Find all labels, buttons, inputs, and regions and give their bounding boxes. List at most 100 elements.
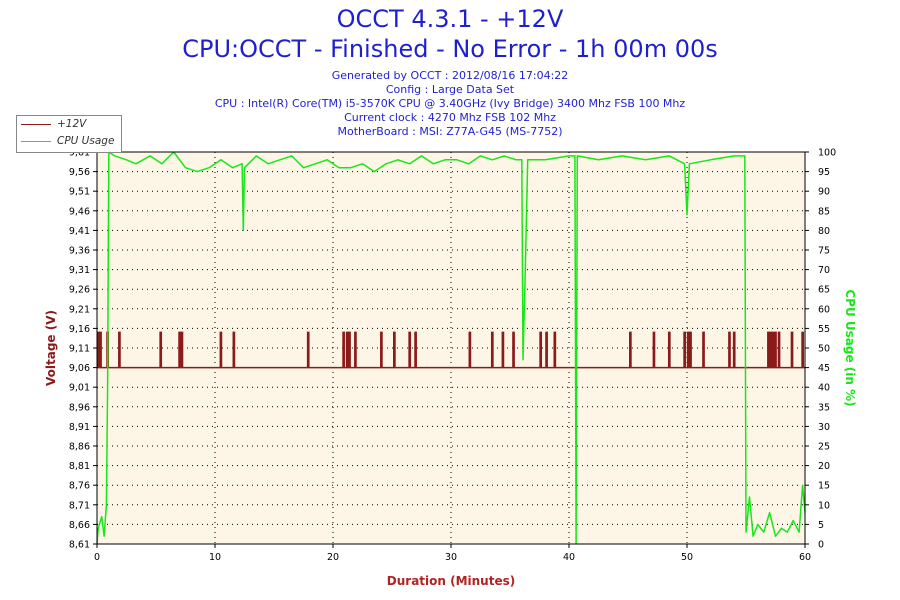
legend-label-voltage: +12V — [57, 118, 87, 130]
voltage-spike — [408, 331, 412, 368]
voltage-spike — [180, 331, 184, 368]
y-tick-label-right: 50 — [818, 344, 830, 355]
y-tick-label-left: 8,76 — [69, 481, 90, 492]
x-tick-label: 30 — [445, 552, 457, 563]
y-tick-label-left: 9,11 — [69, 344, 90, 355]
y-tick-label-right: 55 — [818, 324, 830, 335]
y-tick-label-left: 8,91 — [69, 422, 90, 433]
voltage-spike — [468, 331, 472, 368]
voltage-spike — [771, 331, 775, 368]
y-tick-label-right: 75 — [818, 246, 830, 257]
y-tick-label-right: 65 — [818, 285, 830, 296]
voltage-spike — [99, 331, 102, 368]
legend-label-cpu: CPU Usage — [57, 135, 115, 147]
voltage-spike — [702, 331, 705, 368]
voltage-spike — [767, 331, 770, 368]
voltage-spike — [667, 331, 671, 368]
page-subtitle: CPU:OCCT - Finished - No Error - 1h 00m … — [182, 35, 718, 63]
voltage-spike — [539, 331, 543, 368]
y-tick-label-right: 5 — [818, 520, 824, 531]
voltage-spike — [689, 331, 692, 368]
chart-legend: +12V CPU Usage — [16, 115, 122, 153]
y-tick-label-right: 45 — [818, 363, 830, 374]
y-tick-label-right: 15 — [818, 481, 830, 492]
x-tick-label: 0 — [94, 552, 100, 563]
y-tick-label-left: 9,51 — [69, 187, 90, 198]
y-axis-title-left: Voltage (V) — [44, 310, 58, 386]
x-tick-label: 50 — [681, 552, 693, 563]
info-config: Config : Large Data Set — [385, 83, 515, 96]
y-tick-label-left: 9,31 — [69, 265, 90, 276]
voltage-spike — [306, 331, 310, 368]
x-axis-title: Duration (Minutes) — [387, 574, 515, 588]
y-tick-label-left: 9,61 — [69, 148, 90, 159]
y-tick-label-left: 8,81 — [69, 461, 90, 472]
voltage-spike — [380, 331, 383, 368]
legend-swatch-cpu — [21, 141, 51, 142]
y-tick-label-right: 70 — [818, 265, 830, 276]
y-tick-label-right: 10 — [818, 500, 830, 511]
legend-item-voltage: +12V — [17, 116, 121, 133]
y-tick-label-right: 95 — [818, 167, 830, 178]
voltage-spike — [501, 331, 505, 368]
y-tick-label-left: 8,66 — [69, 520, 90, 531]
voltage-spike — [728, 331, 731, 368]
voltage-spike — [118, 331, 121, 368]
y-tick-label-left: 8,71 — [69, 500, 90, 511]
voltage-spike — [345, 331, 349, 368]
y-axis-title-right: CPU Usage (in %) — [843, 289, 857, 406]
y-tick-label-left: 9,21 — [69, 304, 90, 315]
y-tick-label-left: 8,61 — [69, 540, 90, 551]
info-motherboard: MotherBoard : MSI: Z77A-G45 (MS-7752) — [337, 125, 563, 138]
y-tick-label-left: 9,16 — [69, 324, 90, 335]
info-clock: Current clock : 4270 Mhz FSB 102 Mhz — [344, 111, 556, 124]
y-tick-label-right: 25 — [818, 442, 830, 453]
y-tick-label-left: 9,46 — [69, 206, 90, 217]
legend-item-cpu: CPU Usage — [17, 133, 121, 150]
y-tick-label-right: 80 — [818, 226, 830, 237]
voltage-spike — [96, 331, 100, 368]
x-tick-label: 10 — [209, 552, 221, 563]
y-tick-label-right: 0 — [818, 540, 824, 551]
y-tick-label-right: 90 — [818, 187, 830, 198]
y-tick-label-right: 85 — [818, 206, 830, 217]
y-tick-label-right: 30 — [818, 422, 830, 433]
y-tick-label-right: 100 — [818, 148, 836, 159]
voltage-spike — [219, 331, 223, 368]
voltage-spike — [159, 331, 163, 368]
voltage-spike — [414, 331, 417, 368]
voltage-spike — [348, 331, 351, 368]
y-tick-label-left: 9,26 — [69, 285, 90, 296]
cpu-usage-line — [96, 151, 806, 545]
voltage-spike — [790, 331, 794, 368]
voltage-spike — [342, 331, 345, 368]
voltage-spike — [490, 331, 494, 368]
x-tick-label: 40 — [563, 552, 575, 563]
page-title: OCCT 4.3.1 - +12V — [336, 5, 564, 33]
voltage-spike — [545, 331, 548, 368]
voltage-spike — [686, 331, 690, 368]
voltage-spike — [652, 331, 656, 368]
plot-frame — [96, 151, 806, 545]
voltage-spike — [801, 331, 804, 368]
y-tick-label-left: 8,86 — [69, 442, 90, 453]
y-tick-label-right: 60 — [818, 304, 830, 315]
y-tick-label-left: 8,96 — [69, 402, 90, 413]
voltage-spike — [512, 331, 515, 368]
y-tick-label-right: 20 — [818, 461, 830, 472]
y-tick-label-left: 9,06 — [69, 363, 90, 374]
y-tick-label-left: 9,01 — [69, 383, 90, 394]
voltage-spike — [774, 331, 777, 368]
voltage-spike — [393, 331, 396, 368]
voltage-spike — [777, 331, 781, 368]
y-tick-label-left: 9,41 — [69, 226, 90, 237]
voltage-spike — [178, 331, 181, 368]
voltage-spike — [683, 331, 686, 368]
voltage-spike — [629, 331, 632, 368]
voltage-spike — [232, 331, 236, 368]
y-tick-label-right: 35 — [818, 402, 830, 413]
x-tick-label: 20 — [327, 552, 339, 563]
info-cpu: CPU : Intel(R) Core(TM) i5-3570K CPU @ 3… — [214, 97, 686, 110]
voltage-spike — [553, 331, 557, 368]
